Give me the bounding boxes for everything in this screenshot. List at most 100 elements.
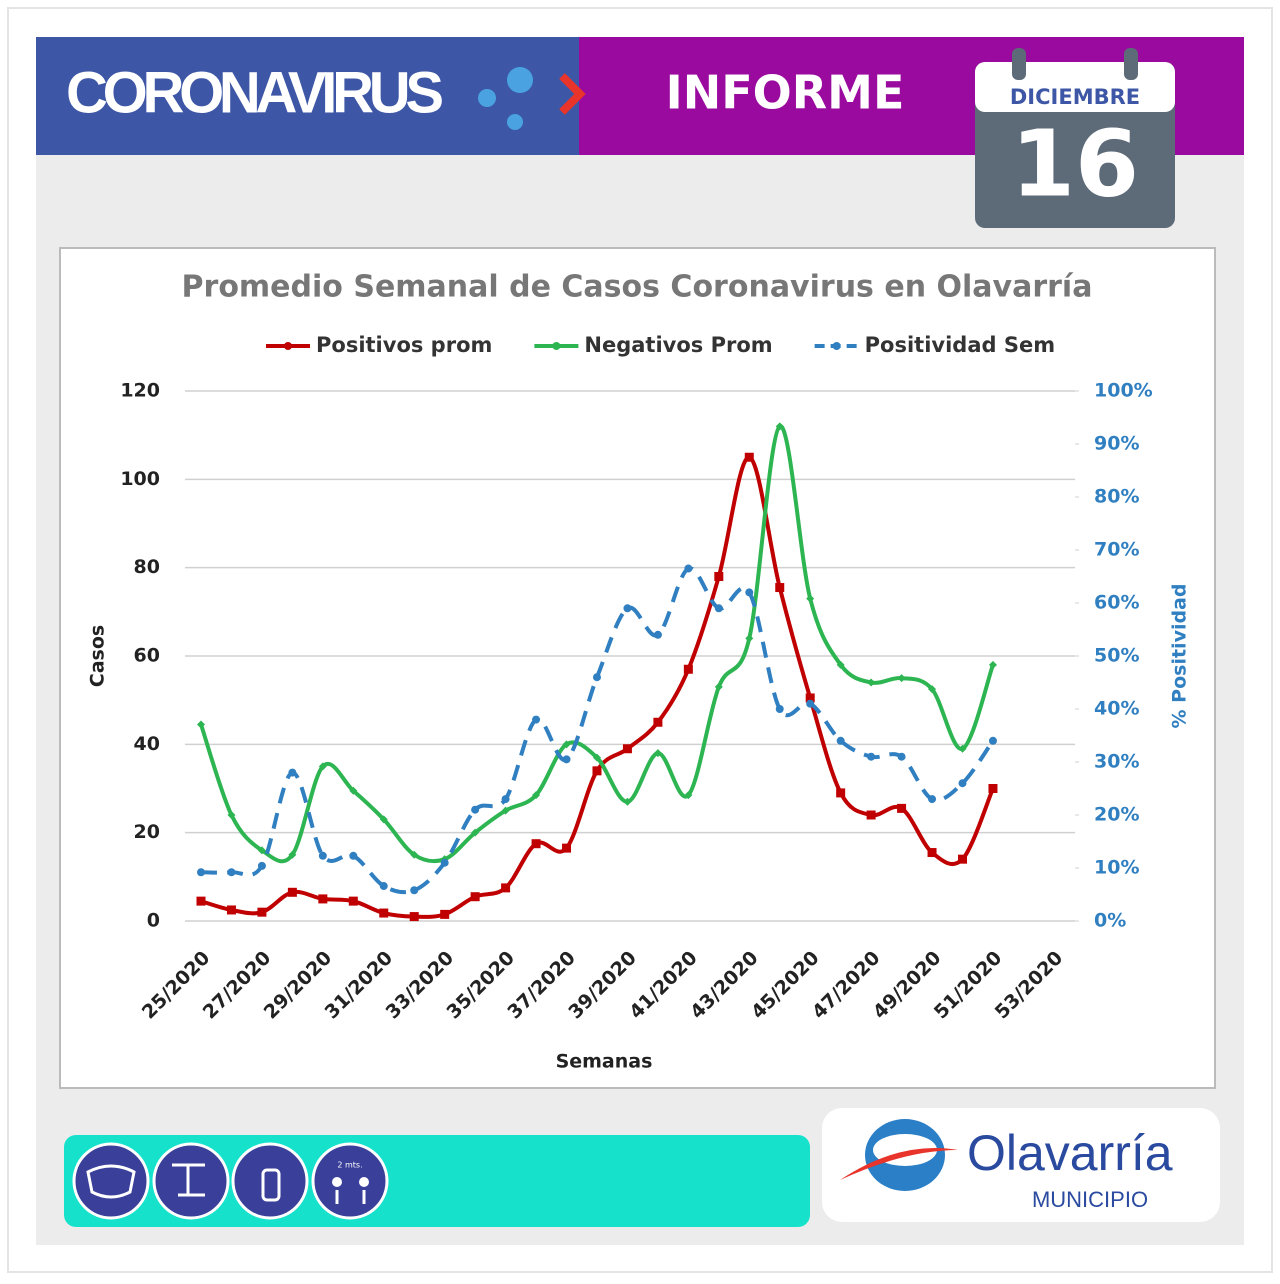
y2-tick-label: 0%	[1094, 910, 1126, 932]
point	[775, 705, 784, 713]
y-axis-label: Casos	[87, 625, 109, 687]
point	[897, 752, 906, 761]
point	[836, 660, 845, 669]
point	[928, 795, 937, 804]
point	[745, 588, 754, 597]
legend-label: Positividad Sem	[865, 333, 1055, 357]
point	[287, 887, 297, 897]
point	[532, 715, 541, 724]
series-line	[200, 566, 995, 895]
point	[623, 797, 632, 806]
point	[928, 685, 937, 694]
point	[683, 664, 693, 674]
point	[197, 720, 205, 729]
calendar-month: DICIEMBRE	[1010, 85, 1140, 109]
point	[227, 811, 236, 819]
point	[318, 851, 327, 860]
point	[988, 660, 997, 669]
point	[684, 791, 693, 800]
point	[440, 858, 449, 867]
legend-label: Negativos Prom	[584, 333, 772, 357]
y2-tick-label: 70%	[1094, 539, 1139, 561]
point	[805, 693, 815, 703]
y-tick-label: 120	[120, 380, 160, 402]
point	[623, 604, 632, 613]
point	[410, 886, 419, 895]
point	[226, 905, 236, 915]
y2-tick-label: 60%	[1094, 592, 1139, 614]
point	[409, 912, 419, 922]
point	[440, 909, 450, 919]
point	[501, 806, 510, 815]
y2-tick-label: 30%	[1094, 751, 1139, 773]
calendar: DICIEMBRE 16	[975, 48, 1175, 228]
y-tick-label: 20	[134, 821, 160, 843]
point	[653, 749, 662, 758]
point	[745, 634, 754, 643]
point	[592, 753, 601, 762]
point	[958, 779, 967, 788]
logo-sub: MUNICIPIO	[1032, 1187, 1148, 1212]
point	[349, 851, 358, 860]
point	[288, 850, 297, 859]
point	[471, 828, 480, 837]
y2-tick-label: 90%	[1094, 433, 1139, 455]
point	[714, 572, 724, 581]
point	[501, 795, 510, 804]
header-report: INFORME	[666, 66, 905, 120]
logo-name: Olavarría	[967, 1125, 1173, 1181]
point	[196, 896, 206, 906]
point	[684, 564, 693, 573]
point	[836, 736, 845, 745]
point	[622, 744, 632, 754]
point	[379, 882, 388, 891]
y-tick-label: 80	[134, 556, 160, 578]
point	[257, 861, 266, 870]
legend-marker	[832, 342, 841, 350]
point	[532, 791, 541, 800]
point	[806, 594, 815, 603]
chart-title: Promedio Semanal de Casos Coronavirus en…	[182, 270, 1093, 305]
point	[775, 422, 784, 431]
chart-box	[59, 247, 1216, 1089]
point	[197, 868, 205, 877]
y-tick-label: 40	[134, 733, 160, 755]
care-icons	[72, 1142, 389, 1220]
point	[592, 766, 602, 776]
point	[744, 452, 754, 462]
y-tick-label: 0	[147, 910, 160, 932]
point	[897, 803, 907, 813]
point	[318, 894, 328, 904]
y2-tick-label: 80%	[1094, 486, 1139, 508]
series-line	[200, 455, 995, 919]
point	[714, 682, 723, 691]
point	[653, 630, 662, 639]
point	[958, 854, 967, 864]
point	[471, 805, 480, 814]
point	[988, 784, 998, 793]
point	[806, 699, 815, 708]
point	[562, 740, 571, 749]
y2-tick-label: 100%	[1094, 380, 1153, 402]
point	[318, 762, 327, 771]
point	[897, 674, 906, 683]
point	[866, 810, 876, 820]
virus-icons	[478, 67, 586, 130]
y2-tick-label: 20%	[1094, 804, 1139, 826]
point	[867, 752, 876, 761]
point	[349, 786, 358, 795]
legend-marker	[284, 342, 292, 350]
point	[410, 850, 419, 859]
point	[867, 678, 876, 687]
y2-tick-label: 10%	[1094, 857, 1139, 879]
point	[470, 892, 480, 902]
y-tick-label: 60	[134, 645, 160, 667]
x-axis-label: Semanas	[556, 1051, 653, 1073]
point	[257, 846, 266, 855]
point	[379, 815, 388, 824]
point	[714, 604, 723, 613]
y2-axis-label: % Positividad	[1169, 584, 1191, 729]
point	[288, 768, 297, 777]
